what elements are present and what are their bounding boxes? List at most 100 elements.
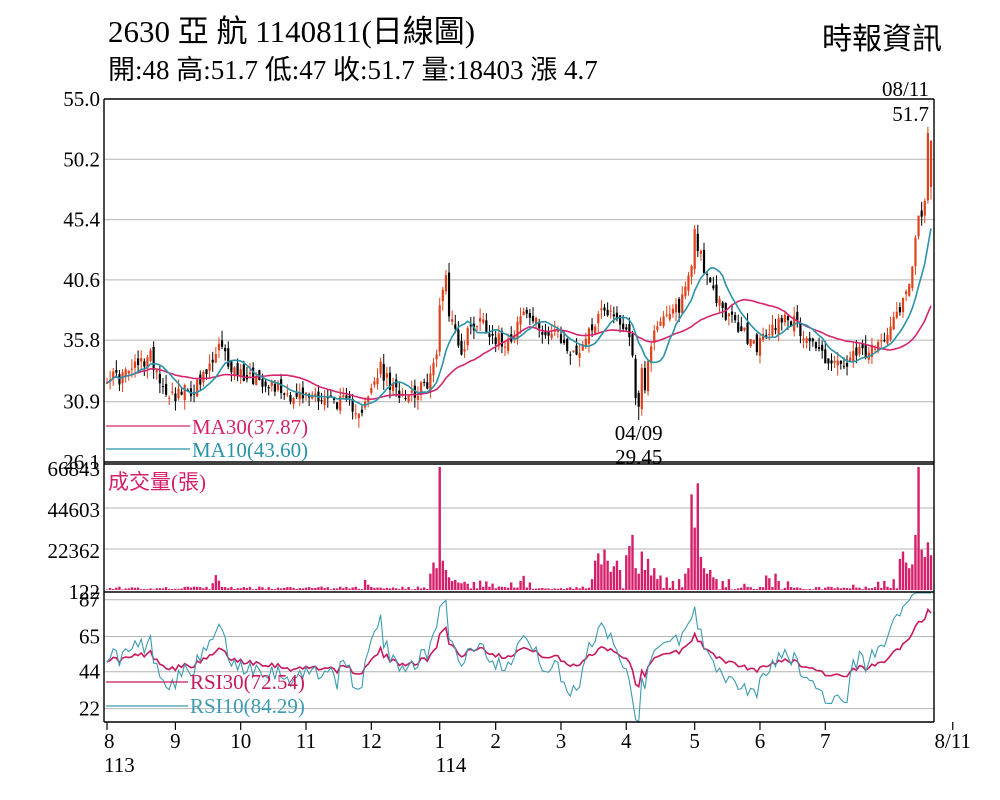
volume-title: 成交量(張) — [108, 470, 206, 494]
candle-body — [454, 324, 457, 329]
candle-body — [115, 369, 118, 373]
volume-bar — [578, 588, 581, 590]
candle-body — [889, 326, 892, 340]
candle-body — [214, 353, 217, 363]
volume-bar — [311, 588, 314, 590]
volume-bar — [911, 564, 914, 590]
candle-body — [752, 340, 755, 344]
candle-body — [124, 369, 127, 376]
volume-bar — [547, 588, 550, 590]
candle-body — [130, 368, 133, 370]
candle-body — [584, 338, 587, 347]
candle-body — [460, 341, 463, 355]
rsi-tick-label: 44 — [79, 660, 101, 684]
volume-bar — [674, 589, 678, 590]
volume-bar — [273, 589, 277, 590]
candle-body — [357, 413, 360, 419]
volume-bar — [733, 589, 737, 590]
candle-body — [721, 302, 724, 309]
volume-bar — [195, 586, 199, 590]
volume-bar — [422, 587, 426, 590]
volume-bar — [398, 589, 401, 590]
candle-body — [783, 314, 786, 323]
volume-bar — [684, 573, 687, 590]
volume-bar — [482, 586, 485, 590]
volume-bar — [516, 587, 519, 590]
volume-bar — [171, 589, 174, 590]
volume-bar — [298, 588, 301, 590]
volume-bar — [883, 581, 886, 590]
candle-body — [618, 315, 622, 325]
candle-body — [168, 397, 171, 399]
candle-body — [746, 322, 749, 344]
candle-body — [833, 361, 836, 363]
candle-body — [587, 328, 591, 344]
volume-bar — [220, 586, 224, 590]
volume-bar — [130, 587, 134, 590]
candle-body — [802, 338, 805, 341]
volume-bar — [301, 588, 305, 590]
volume-bar — [538, 588, 541, 590]
volume-bar — [870, 588, 874, 590]
candle-body — [438, 305, 441, 352]
volume-bar — [914, 534, 917, 590]
volume-bar — [503, 587, 507, 590]
volume-bar — [662, 587, 665, 590]
volume-bar — [466, 583, 469, 590]
volume-bar — [289, 587, 292, 590]
volume-bar — [199, 587, 202, 590]
candle-body — [578, 353, 581, 358]
candle-body — [541, 332, 544, 335]
volume-bar — [155, 588, 158, 590]
candle-body — [886, 334, 889, 344]
candle-body — [494, 337, 497, 345]
volume-bar — [575, 587, 578, 590]
volume-bar — [681, 587, 684, 590]
candle-body — [491, 333, 494, 336]
candle-body — [507, 339, 510, 351]
volume-bar — [307, 587, 311, 590]
candle-body — [183, 385, 186, 401]
volume-bar — [320, 586, 323, 590]
volume-bar — [864, 586, 867, 590]
candle-body — [786, 316, 790, 321]
volume-bar — [264, 589, 267, 590]
price-grid — [104, 158, 934, 403]
volume-bar — [251, 589, 255, 590]
candle-body — [839, 360, 842, 365]
candle-body — [171, 391, 174, 393]
volume-bar — [208, 589, 211, 590]
candle-body — [594, 326, 597, 335]
price-tick-label: 40.6 — [63, 268, 100, 292]
candle-body — [149, 350, 152, 362]
candle-body — [550, 333, 553, 338]
candle-body — [528, 313, 531, 318]
candle-body — [650, 346, 653, 363]
volume-bar — [317, 587, 320, 590]
volume-bar — [625, 555, 628, 590]
candle-body — [842, 366, 846, 368]
candle-body — [575, 345, 578, 355]
volume-bar — [609, 571, 612, 590]
candle-body — [712, 285, 715, 289]
volume-bar — [354, 586, 357, 590]
volume-bar — [693, 527, 696, 590]
volume-bar — [407, 587, 410, 590]
candle-body — [463, 349, 466, 352]
volume-bar — [525, 587, 528, 590]
price-tick-label: 35.8 — [63, 328, 100, 352]
candle-body — [273, 383, 277, 392]
volume-bar — [783, 587, 787, 590]
price-tick-label: 30.9 — [63, 390, 100, 414]
candle-body — [469, 324, 472, 327]
candle-body — [348, 395, 351, 398]
volume-bar — [690, 494, 693, 590]
candle-body — [230, 361, 233, 373]
volume-bar — [584, 588, 588, 590]
candle-body — [569, 354, 572, 356]
candle-body — [771, 324, 774, 336]
candle-body — [852, 351, 855, 363]
candle-body — [877, 341, 880, 352]
candle-body — [631, 334, 634, 356]
